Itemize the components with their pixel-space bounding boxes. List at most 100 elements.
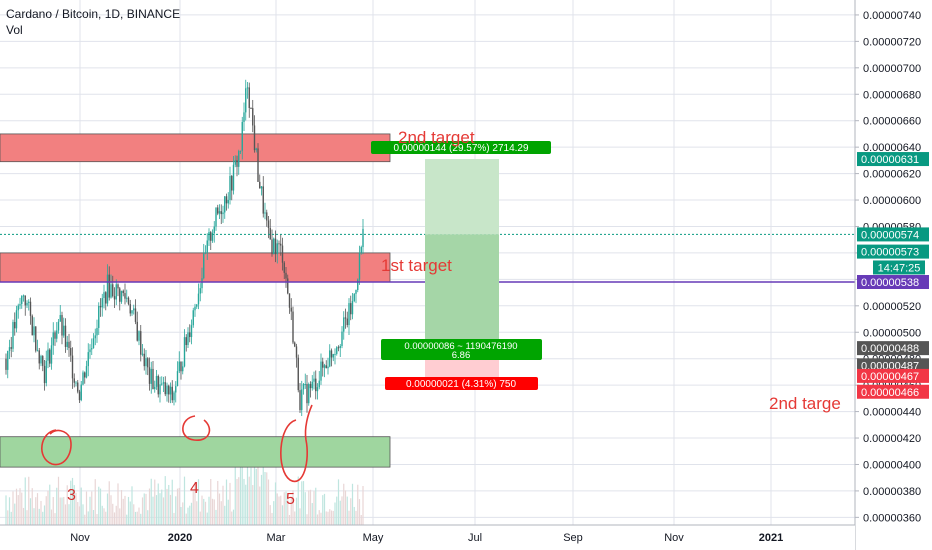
candle	[7, 350, 9, 379]
candle	[33, 317, 35, 343]
candle	[68, 333, 70, 357]
candle	[47, 342, 49, 369]
candle	[10, 336, 12, 358]
candle	[215, 207, 217, 231]
candle	[36, 339, 39, 352]
candle	[43, 359, 46, 391]
long-position-tool[interactable]: 0.00000144 (29.57%) 2714.29 0.00000086 ~ …	[371, 141, 551, 390]
candle	[180, 361, 182, 380]
candle	[360, 245, 362, 255]
candle	[238, 149, 240, 175]
candle	[227, 192, 229, 209]
volume-indicator-label[interactable]: Vol	[6, 23, 23, 37]
y-tick-label: 0.00000500	[863, 327, 921, 339]
candle	[245, 79, 247, 121]
candle	[211, 229, 214, 243]
candle	[21, 295, 23, 309]
price-label-text: 0.00000573	[861, 247, 919, 259]
y-tick-label: 0.00000440	[863, 407, 921, 419]
candle	[316, 383, 319, 400]
candle	[299, 382, 301, 413]
zone-support[interactable]	[0, 436, 391, 468]
candle	[192, 307, 194, 328]
candle	[287, 274, 289, 295]
candle	[213, 221, 215, 243]
candle	[84, 371, 86, 384]
candle	[145, 350, 147, 375]
candle	[157, 374, 159, 398]
candle	[85, 360, 88, 379]
price-label-text: 0.00000574	[861, 229, 919, 241]
candle	[236, 155, 238, 177]
candle	[148, 357, 151, 391]
candle	[14, 312, 16, 336]
candle	[183, 329, 186, 368]
candle	[271, 229, 273, 257]
candle	[313, 371, 315, 390]
candle	[290, 298, 292, 321]
zone-resistance-2nd[interactable]	[0, 133, 391, 163]
candle	[64, 318, 67, 353]
candle	[243, 102, 245, 131]
x-tick-label: 2020	[168, 532, 192, 544]
candle	[332, 353, 334, 362]
annotation-3: 3	[67, 487, 76, 504]
candle	[232, 156, 235, 195]
candle	[103, 284, 105, 309]
candle	[71, 347, 74, 389]
target-label-text: 0.00000144 (29.57%) 2714.29	[393, 143, 529, 154]
candle	[108, 266, 110, 301]
candle	[357, 278, 359, 293]
candle	[56, 322, 58, 343]
candle	[178, 351, 180, 374]
candle	[45, 350, 47, 387]
price-labels: 0.00000631 0.00000574 0.00000573 14:47:25 0.…	[857, 152, 929, 399]
candle	[350, 295, 352, 321]
candle	[59, 304, 61, 322]
candle	[120, 290, 123, 304]
chart-header: Cardano / Bitcoin, 1D, BINANCE Vol	[6, 6, 180, 38]
candle	[5, 353, 7, 375]
candle	[119, 286, 121, 311]
price-label-text: 0.00000631	[861, 154, 919, 166]
center-label-line2: 6.86	[452, 350, 471, 361]
candle	[173, 390, 175, 406]
candle	[140, 324, 142, 362]
candle	[31, 314, 33, 336]
zone-resistance-1st[interactable]	[0, 252, 391, 283]
candle	[171, 380, 173, 403]
price-axis[interactable]	[855, 0, 932, 550]
x-tick-label: Jul	[468, 532, 482, 544]
candle	[166, 382, 168, 402]
candle	[339, 344, 341, 357]
price-label: 14:47:25	[873, 260, 925, 275]
candle	[208, 228, 210, 246]
candle	[281, 237, 284, 271]
y-tick-label: 0.00000640	[863, 142, 921, 154]
candle	[241, 116, 243, 160]
candle	[52, 322, 54, 355]
candle	[308, 382, 310, 406]
candle	[54, 330, 56, 346]
candle	[348, 298, 350, 336]
candle	[292, 306, 294, 345]
time-axis[interactable]	[0, 525, 855, 550]
candle	[133, 304, 135, 315]
candle	[77, 379, 79, 394]
candle	[234, 155, 236, 168]
candle	[264, 202, 266, 220]
candle	[89, 344, 91, 359]
candle	[266, 209, 268, 227]
candle	[274, 230, 277, 263]
candle	[70, 340, 72, 362]
candle	[63, 317, 65, 338]
candle	[185, 334, 187, 352]
candle	[98, 302, 100, 335]
candle	[124, 283, 126, 305]
x-axis-ticks: Nov 2020 Mar May Jul Sep Nov 2021	[70, 532, 783, 544]
candle	[24, 295, 26, 316]
candle	[152, 360, 154, 390]
candle	[288, 293, 291, 314]
candle	[285, 267, 287, 288]
